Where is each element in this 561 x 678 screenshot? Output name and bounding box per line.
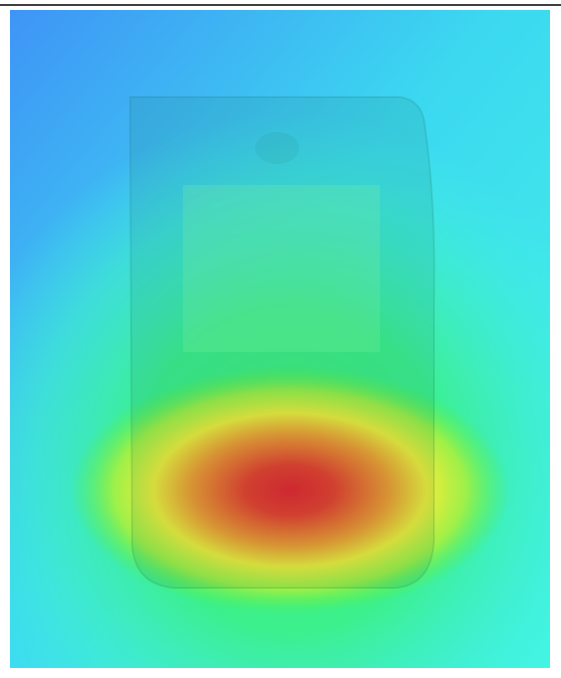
phone-outline	[128, 96, 436, 589]
heat-hotspot	[10, 10, 550, 668]
phone-earpiece	[255, 132, 299, 164]
heatmap	[10, 10, 550, 668]
phone-screen	[183, 185, 380, 352]
